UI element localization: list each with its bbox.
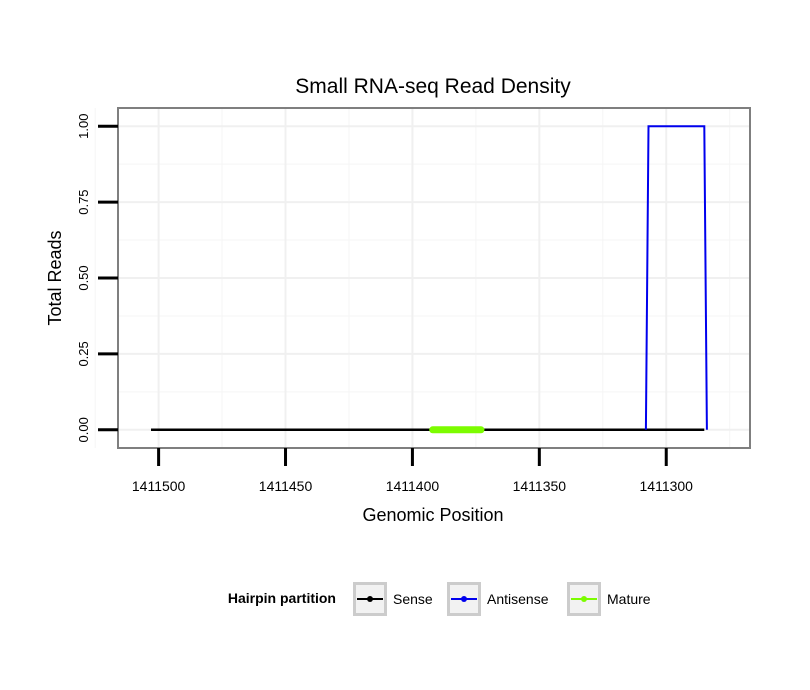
x-tick-label: 1411350 xyxy=(513,478,567,494)
legend-point-sense xyxy=(367,596,373,602)
grid xyxy=(94,108,750,448)
chart-title: Small RNA-seq Read Density xyxy=(295,75,571,98)
x-tick-label: 1411400 xyxy=(386,478,440,494)
y-axis-label: Total Reads xyxy=(45,230,65,325)
legend-label-antisense: Antisense xyxy=(487,591,549,607)
y-axis: 0.00 0.25 0.50 0.75 1.00 xyxy=(76,114,118,442)
x-tick-label: 1411300 xyxy=(640,478,694,494)
y-tick-label: 0.25 xyxy=(76,341,91,366)
legend-label-sense: Sense xyxy=(393,591,433,607)
legend: Hairpin partition Sense Antisense Mature xyxy=(228,582,651,616)
legend-point-antisense xyxy=(461,596,467,602)
x-tick-label: 1411500 xyxy=(132,478,186,494)
y-tick-label: 1.00 xyxy=(76,114,91,139)
legend-title: Hairpin partition xyxy=(228,590,336,606)
x-tick-label: 1411450 xyxy=(259,478,313,494)
y-tick-label: 0.75 xyxy=(76,189,91,214)
series-line-antisense xyxy=(644,125,708,430)
legend-point-mature xyxy=(581,596,587,602)
legend-label-mature: Mature xyxy=(607,591,651,607)
x-axis: 1411500 1411450 1411400 1411350 1411300 xyxy=(132,448,693,494)
y-tick-label: 0.00 xyxy=(76,417,91,442)
series-lines xyxy=(151,125,708,434)
y-tick-label: 0.50 xyxy=(76,265,91,290)
x-axis-label: Genomic Position xyxy=(362,505,503,525)
